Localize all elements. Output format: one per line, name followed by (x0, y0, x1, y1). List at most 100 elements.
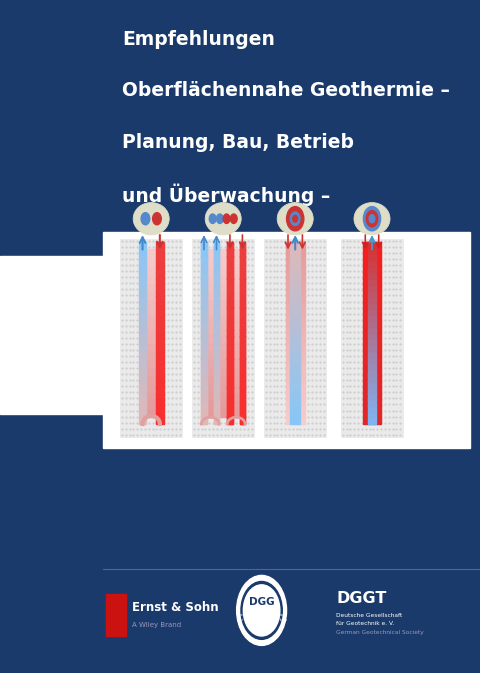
Bar (368, 339, 376, 345)
Bar (240, 271, 245, 279)
Bar (240, 322, 245, 330)
Bar (286, 296, 305, 303)
Bar (139, 369, 146, 376)
Bar (202, 322, 207, 330)
Bar (139, 376, 146, 382)
Bar (202, 394, 207, 402)
Bar (240, 322, 245, 330)
Bar (156, 393, 164, 400)
Bar (146, 291, 156, 299)
Bar (240, 300, 245, 308)
Bar (214, 336, 219, 344)
Bar (214, 402, 219, 409)
Bar (156, 399, 164, 406)
Bar (156, 339, 164, 345)
Bar (363, 315, 381, 321)
Bar (202, 293, 207, 300)
Bar (214, 285, 219, 293)
Bar (202, 350, 245, 358)
Circle shape (223, 214, 230, 223)
Bar (363, 333, 381, 339)
Bar (290, 388, 300, 394)
Bar (363, 411, 381, 418)
Bar (146, 283, 156, 291)
Bar (290, 405, 300, 412)
Bar (368, 284, 376, 291)
Bar (202, 279, 207, 286)
Bar (156, 405, 164, 412)
Bar (139, 296, 146, 303)
Bar (202, 409, 207, 417)
Bar (363, 327, 381, 333)
Bar (368, 315, 376, 321)
Bar (290, 381, 300, 388)
Bar (202, 274, 245, 283)
Bar (202, 392, 245, 400)
Bar (139, 381, 146, 388)
Bar (228, 344, 233, 351)
Bar (368, 411, 376, 418)
Bar (214, 271, 219, 279)
Bar (139, 303, 146, 309)
Bar (214, 336, 219, 344)
Bar (368, 393, 376, 400)
Bar (146, 366, 156, 376)
Bar (202, 341, 245, 350)
Circle shape (366, 211, 378, 227)
Bar (146, 392, 156, 400)
Bar (368, 369, 376, 376)
Bar (202, 300, 207, 308)
Bar (139, 315, 146, 321)
Bar (228, 336, 233, 344)
Bar (214, 315, 219, 322)
Bar (228, 285, 233, 293)
Bar (286, 351, 305, 357)
Bar (214, 279, 219, 286)
Bar (363, 381, 381, 388)
Text: Empfehlungen: Empfehlungen (122, 30, 275, 49)
Bar (240, 308, 245, 315)
Bar (286, 357, 305, 363)
Bar (286, 333, 305, 339)
Bar (214, 373, 219, 380)
Bar (156, 291, 164, 297)
Bar (202, 365, 207, 373)
Bar (240, 388, 245, 395)
Bar (202, 308, 207, 315)
Bar (228, 365, 233, 373)
Bar (156, 254, 164, 260)
Bar (240, 402, 245, 409)
Bar (202, 388, 207, 395)
Bar (202, 373, 207, 380)
Bar (286, 327, 305, 333)
Bar (228, 256, 233, 264)
Bar (368, 376, 376, 382)
Bar (202, 417, 207, 424)
Bar (202, 400, 245, 409)
Bar (214, 293, 219, 300)
Bar (202, 384, 245, 392)
Bar (240, 417, 245, 424)
Bar (368, 363, 376, 369)
Bar (156, 381, 164, 388)
Bar (290, 393, 300, 400)
Bar (368, 333, 376, 339)
Bar (286, 411, 305, 418)
Bar (146, 248, 156, 257)
Bar (214, 388, 219, 395)
Bar (290, 254, 300, 260)
Bar (290, 376, 300, 382)
Bar (368, 303, 376, 309)
Bar (363, 254, 381, 260)
Bar (240, 300, 245, 308)
Bar (286, 369, 305, 376)
Bar (363, 284, 381, 291)
Bar (156, 345, 164, 351)
Bar (139, 327, 146, 333)
Bar (240, 402, 245, 409)
Bar (228, 373, 233, 380)
Bar (139, 242, 146, 248)
Bar (214, 329, 219, 336)
Bar (228, 380, 233, 388)
Bar (240, 329, 245, 336)
